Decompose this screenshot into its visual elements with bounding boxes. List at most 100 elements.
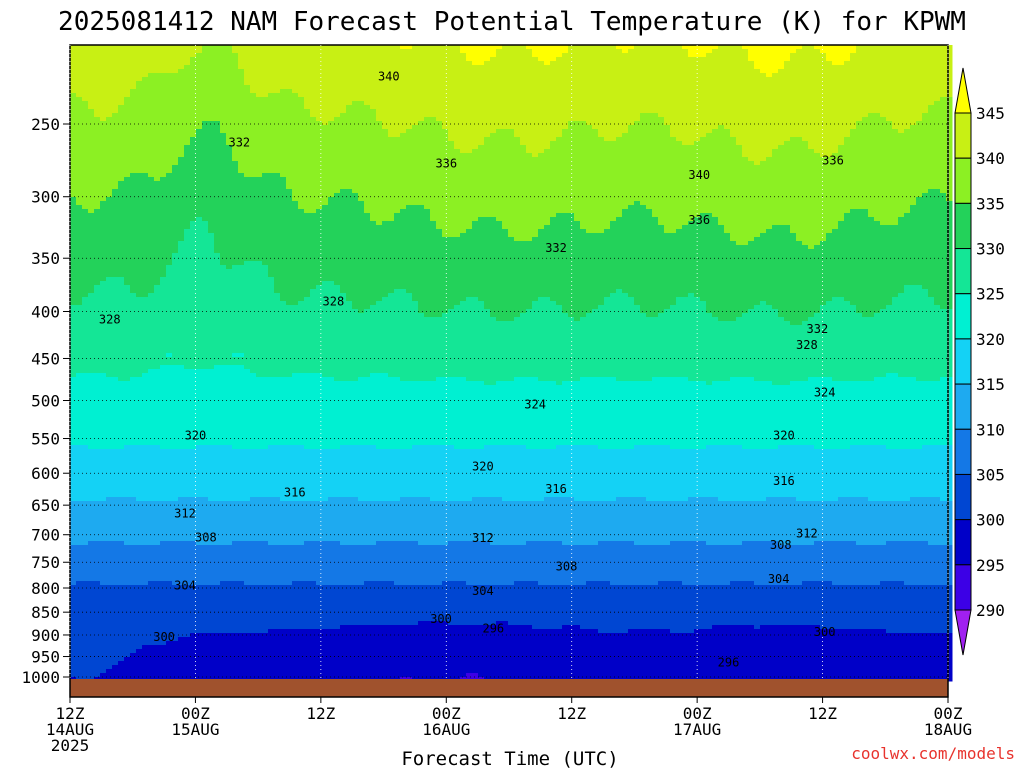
heatmap-cell <box>376 121 383 126</box>
heatmap-cell <box>532 129 539 134</box>
heatmap-cell <box>718 153 725 158</box>
heatmap-cell <box>580 153 587 158</box>
heatmap-cell <box>748 137 755 142</box>
heatmap-cell <box>298 153 305 158</box>
heatmap-cell <box>370 109 377 114</box>
heatmap-cell <box>136 73 143 78</box>
heatmap-cell <box>850 81 857 86</box>
heatmap-cell <box>334 57 341 62</box>
heatmap-cell <box>100 157 107 162</box>
heatmap-cell <box>796 97 803 102</box>
heatmap-cell <box>712 117 719 122</box>
heatmap-cell <box>922 173 929 178</box>
heatmap-cell <box>748 117 755 122</box>
heatmap-cell <box>82 85 89 90</box>
heatmap-cell <box>244 85 251 90</box>
heatmap-cell <box>70 45 77 50</box>
heatmap-cell <box>328 73 335 78</box>
heatmap-cell <box>784 69 791 74</box>
heatmap-cell <box>346 69 353 74</box>
heatmap-cell <box>376 153 383 158</box>
heatmap-cell <box>148 173 155 178</box>
heatmap-cell <box>394 157 401 162</box>
heatmap-cell <box>88 77 95 82</box>
heatmap-cell <box>814 105 821 110</box>
heatmap-cell <box>700 97 707 102</box>
heatmap-cell <box>298 121 305 126</box>
heatmap-cell <box>856 93 863 98</box>
heatmap-cell <box>196 105 203 110</box>
heatmap-cell <box>490 169 497 174</box>
heatmap-cell <box>100 125 107 130</box>
heatmap-cell <box>280 157 287 162</box>
heatmap-cell <box>658 85 665 90</box>
heatmap-cell <box>874 49 881 54</box>
heatmap-cell <box>118 145 125 150</box>
heatmap-cell <box>226 85 233 90</box>
heatmap-cell <box>814 145 821 150</box>
heatmap-cell <box>910 77 917 82</box>
heatmap-cell <box>898 65 905 70</box>
heatmap-cell <box>442 49 449 54</box>
heatmap-cell <box>760 121 767 126</box>
heatmap-cell <box>730 69 737 74</box>
heatmap-cell <box>550 45 557 50</box>
heatmap-cell <box>592 49 599 54</box>
heatmap-cell <box>358 69 365 74</box>
heatmap-cell <box>106 85 113 90</box>
heatmap-cell <box>322 49 329 54</box>
heatmap-cell <box>130 61 137 66</box>
heatmap-cell <box>328 109 335 114</box>
heatmap-cell <box>652 89 659 94</box>
heatmap-cell <box>214 113 221 118</box>
heatmap-cell <box>334 85 341 90</box>
heatmap-cell <box>544 141 551 146</box>
heatmap-cell <box>844 113 851 118</box>
heatmap-cell <box>820 77 827 82</box>
heatmap-cell <box>100 145 107 150</box>
heatmap-cell <box>556 45 563 50</box>
heatmap-cell <box>586 77 593 82</box>
heatmap-cell <box>514 53 521 58</box>
heatmap-cell <box>796 145 803 150</box>
heatmap-cell <box>214 61 221 66</box>
heatmap-cell <box>568 109 575 114</box>
heatmap-cell <box>868 101 875 106</box>
heatmap-cell <box>154 117 161 122</box>
heatmap-cell <box>838 73 845 78</box>
heatmap-cell <box>694 93 701 98</box>
heatmap-cell <box>412 141 419 146</box>
heatmap-cell <box>298 97 305 102</box>
heatmap-cell <box>868 97 875 102</box>
heatmap-cell <box>292 133 299 138</box>
heatmap-cell <box>496 93 503 98</box>
heatmap-cell <box>352 45 359 50</box>
heatmap-cell <box>886 97 893 102</box>
heatmap-cell <box>304 57 311 62</box>
heatmap-cell <box>580 113 587 118</box>
heatmap-cell <box>376 137 383 142</box>
heatmap-cell <box>298 145 305 150</box>
heatmap-cell <box>790 113 797 118</box>
heatmap-cell <box>328 113 335 118</box>
heatmap-cell <box>82 73 89 78</box>
heatmap-cell <box>490 165 497 170</box>
heatmap-cell <box>856 129 863 134</box>
heatmap-cell <box>868 117 875 122</box>
heatmap-cell <box>106 173 113 178</box>
heatmap-cell <box>214 145 221 150</box>
heatmap-cell <box>118 77 125 82</box>
heatmap-cell <box>676 117 683 122</box>
heatmap-cell <box>442 85 449 90</box>
heatmap-cell <box>796 85 803 90</box>
heatmap-cell <box>946 117 953 122</box>
heatmap-cell <box>850 137 857 142</box>
heatmap-cell <box>262 129 269 134</box>
heatmap-cell <box>406 121 413 126</box>
heatmap-cell <box>484 109 491 114</box>
heatmap-cell <box>640 117 647 122</box>
heatmap-cell <box>466 117 473 122</box>
heatmap-cell <box>628 97 635 102</box>
heatmap-cell <box>106 133 113 138</box>
heatmap-cell <box>202 145 209 150</box>
